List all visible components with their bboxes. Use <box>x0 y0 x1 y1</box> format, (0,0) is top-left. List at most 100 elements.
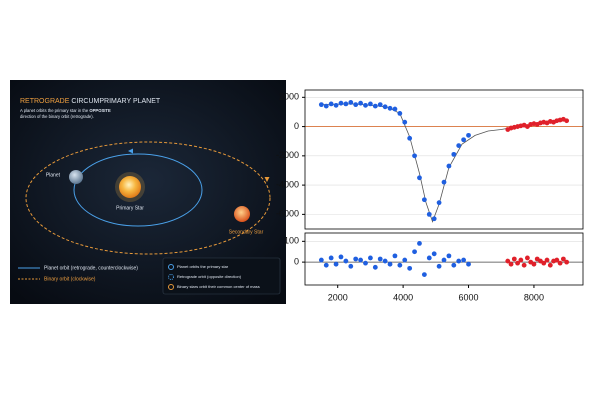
legend-text: Planet orbit (retrograde, counterclockwi… <box>44 265 138 271</box>
data-point <box>338 100 344 106</box>
data-point <box>461 137 467 143</box>
subtitle-2: direction of the binary orbit (retrograd… <box>20 114 94 119</box>
data-point <box>358 257 363 263</box>
data-point <box>560 256 566 262</box>
primary-star <box>119 176 141 198</box>
title: RETROGRADE CIRCUMPRIMARY PLANET <box>20 98 161 105</box>
data-point <box>387 261 393 267</box>
data-point <box>426 211 432 217</box>
data-point <box>372 264 378 270</box>
planet <box>69 170 83 184</box>
y-tick-label: 100 <box>284 236 299 246</box>
data-point <box>446 253 452 259</box>
data-point <box>363 102 368 108</box>
data-point <box>436 263 442 269</box>
data-point <box>426 255 432 261</box>
key-icon <box>168 274 174 280</box>
data-point <box>441 179 447 185</box>
data-point <box>368 101 373 107</box>
illustration: RETROGRADE CIRCUMPRIMARY PLANET A planet… <box>10 80 286 304</box>
data-point <box>328 255 334 261</box>
x-tick-label: 2000 <box>328 292 348 302</box>
planet-orbit <box>73 153 203 227</box>
key-text: Planet orbits the primary star <box>177 264 229 269</box>
data-point <box>392 106 398 112</box>
data-point <box>387 105 393 111</box>
subtitle-text: A planet orbits the primary star in the <box>20 108 89 113</box>
data-point <box>531 261 537 267</box>
data-point <box>554 257 560 263</box>
plots: 2000 0 -2000 -4000 -6000 100 0 2000 4000 6000 8000 <box>276 89 584 302</box>
plot-frame <box>304 89 584 230</box>
x-tick-label: 8000 <box>524 292 544 302</box>
y-tick-label: 2000 <box>279 92 299 102</box>
y-tick-label: -2000 <box>276 150 299 160</box>
subtitle-1: A planet orbits the primary star in the … <box>20 108 111 113</box>
data-point <box>407 265 413 271</box>
data-point <box>343 258 349 264</box>
data-point <box>446 163 452 169</box>
data-point <box>363 260 368 266</box>
x-tick-label: 4000 <box>393 292 413 302</box>
data-point <box>382 104 388 110</box>
secondary-star <box>234 206 250 222</box>
data-point <box>397 111 403 116</box>
data-point <box>377 256 383 262</box>
data-point <box>318 102 324 108</box>
data-point <box>382 258 388 264</box>
key-icon <box>168 284 174 290</box>
data-point <box>348 100 354 105</box>
x-tick-label: 6000 <box>459 292 479 302</box>
data-point <box>456 143 462 149</box>
data-point <box>541 260 547 266</box>
legend-text: Binary orbit (clockwise) <box>44 276 96 282</box>
data-point <box>505 258 511 264</box>
data-point <box>372 103 378 109</box>
data-point <box>431 251 437 257</box>
data-point <box>353 102 359 108</box>
data-point <box>328 101 334 107</box>
data-point <box>402 119 408 125</box>
data-point <box>557 260 563 266</box>
data-point <box>511 256 517 262</box>
data-point <box>461 257 467 263</box>
data-point <box>333 102 339 108</box>
data-point <box>392 253 398 259</box>
plot-frame <box>304 232 584 286</box>
data-point <box>564 118 570 124</box>
data-point <box>547 262 553 268</box>
planet-label: Planet <box>46 172 61 178</box>
primary-label: Primary Star <box>116 205 144 211</box>
model-curve <box>321 103 567 223</box>
data-point <box>402 257 408 263</box>
data-point <box>441 257 447 263</box>
subtitle-emphasis: OPPOSITE <box>89 108 111 113</box>
data-point <box>525 255 530 261</box>
data-point <box>318 257 324 263</box>
title-rest: CIRCUMPRIMARY PLANET <box>71 98 161 105</box>
key-text: Binary stars orbit their common center o… <box>177 284 260 289</box>
data-point <box>323 103 329 109</box>
data-point <box>412 249 417 255</box>
data-point <box>343 101 349 107</box>
data-point <box>436 200 442 206</box>
data-point <box>407 135 413 141</box>
data-point <box>451 262 457 268</box>
key-box <box>162 257 281 295</box>
data-point <box>518 257 524 263</box>
data-point <box>353 256 359 262</box>
data-point <box>521 262 527 268</box>
data-point <box>508 261 514 267</box>
data-point <box>456 258 462 264</box>
data-point <box>564 259 570 265</box>
data-point <box>451 151 457 157</box>
data-point <box>333 261 339 267</box>
data-point <box>368 255 373 261</box>
data-point <box>412 153 417 159</box>
binary-orbit <box>25 141 271 255</box>
data-point <box>515 260 520 266</box>
title-highlight: RETROGRADE <box>20 98 70 105</box>
data-point <box>323 262 329 268</box>
